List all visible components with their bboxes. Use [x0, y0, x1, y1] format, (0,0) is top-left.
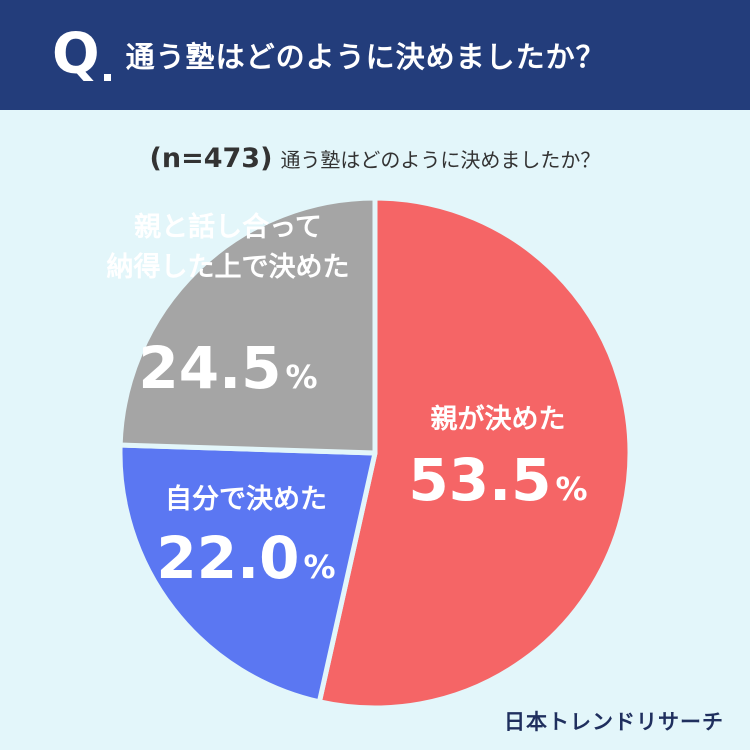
pie-slice-3: [117, 195, 378, 456]
question-label: 通う塾はどのように決めましたか？: [280, 148, 601, 172]
slice-value-2: 22.0%: [156, 524, 335, 592]
page-title: 通う塾はどのように決めましたか？: [125, 40, 606, 74]
chart-subtitle: (n=473) 通う塾はどのように決めましたか？: [0, 143, 750, 174]
slice-value-number-3: 24.5: [138, 334, 281, 402]
slice-label-3-line-1: 親と話し合って: [134, 211, 322, 243]
slice-value-unit-1: %: [556, 470, 588, 508]
slice-label-2-line-1: 自分で決めた: [165, 483, 327, 515]
q-mark-dot: [103, 74, 111, 81]
slice-value-unit-2: %: [304, 548, 336, 586]
slice-value-1: 53.5%: [408, 446, 587, 514]
slice-value-unit-3: %: [286, 358, 318, 396]
slice-value-3: 24.5%: [138, 334, 317, 402]
q-mark-letter: Q: [52, 22, 100, 87]
sample-size-label: (n=473): [149, 143, 273, 174]
brand-logo: 日本トレンドリサーチ: [504, 710, 724, 734]
slice-label-3-line-2: 納得した上で決めた: [107, 251, 350, 283]
slice-label-1-line-1: 親が決めた: [431, 403, 566, 435]
header-bar: Q 通う塾はどのように決めましたか？: [0, 0, 750, 110]
q-mark-icon: Q: [52, 27, 111, 83]
pie-slice-2: [117, 442, 378, 705]
pie-slice-1: [316, 195, 633, 711]
slice-value-number-2: 22.0: [156, 524, 299, 592]
slice-value-number-1: 53.5: [408, 446, 551, 514]
